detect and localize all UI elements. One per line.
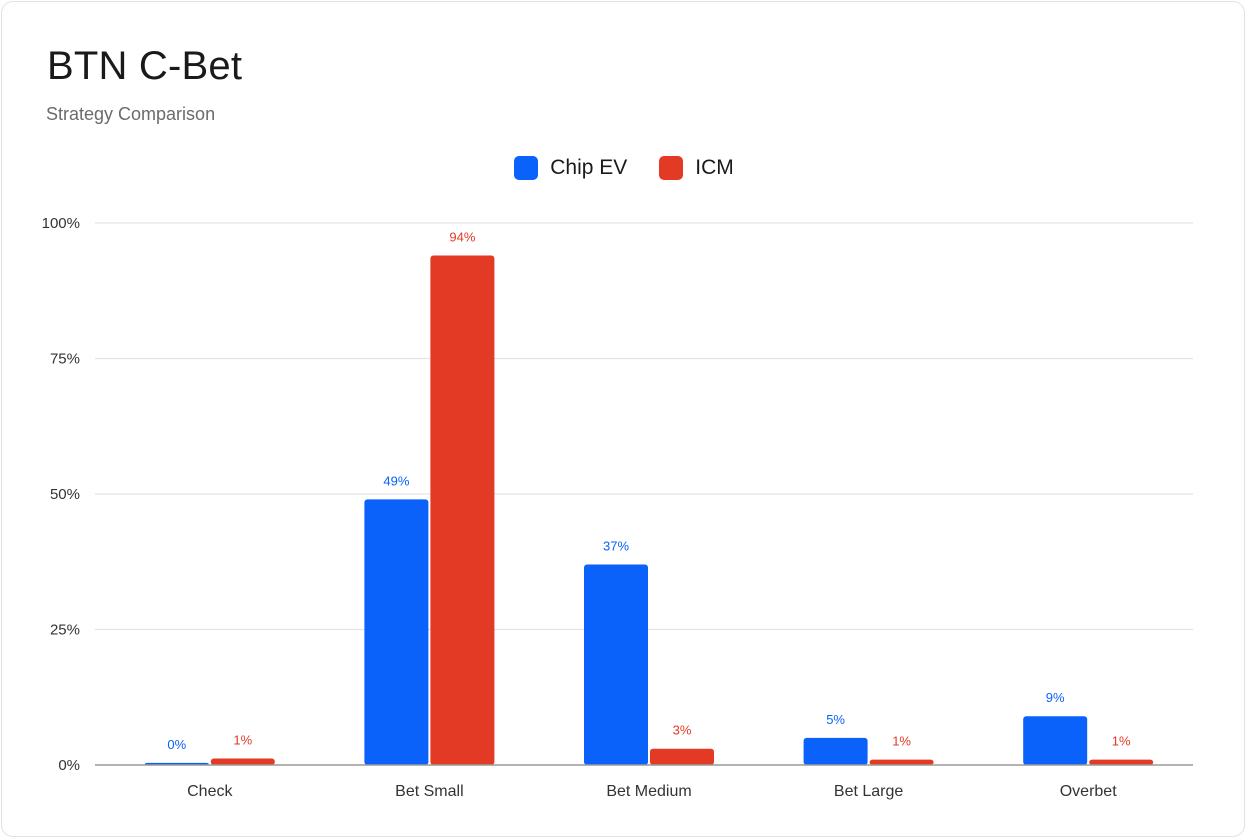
data-label-chip-ev: 9%	[1046, 690, 1065, 705]
legend-label-chip-ev: Chip EV	[550, 156, 628, 179]
chart-subtitle: Strategy Comparison	[46, 104, 216, 124]
bar-chip-ev	[584, 564, 648, 765]
y-tick-label: 0%	[58, 757, 80, 774]
bar-chip-ev	[364, 499, 429, 765]
y-tick-label: 50%	[50, 486, 80, 503]
data-label-icm: 1%	[233, 732, 252, 747]
data-label-chip-ev: 37%	[603, 538, 629, 553]
data-label-icm: 3%	[673, 723, 692, 738]
legend-item-chip-ev[interactable]: Chip EV	[514, 156, 627, 180]
legend-swatch-chip-ev	[514, 156, 539, 180]
x-tick-label: Bet Medium	[606, 783, 691, 800]
y-tick-label: 25%	[50, 622, 80, 639]
data-label-icm: 94%	[449, 230, 475, 245]
bar-icm	[430, 255, 495, 765]
legend-item-icm[interactable]: ICM	[659, 156, 734, 180]
x-tick-label: Bet Large	[834, 783, 903, 800]
bar-chip-ev	[1023, 716, 1088, 765]
chart-legend: Chip EV ICM	[0, 156, 1248, 180]
legend-label-icm: ICM	[695, 156, 734, 179]
chart-title: BTN C-Bet	[47, 44, 243, 88]
data-label-icm: 1%	[1112, 734, 1131, 749]
bar-icm	[1089, 759, 1154, 765]
bar-icm	[210, 758, 275, 765]
x-tick-label: Bet Small	[395, 783, 463, 800]
x-tick-label: Check	[187, 783, 233, 800]
y-tick-label: 75%	[50, 351, 80, 368]
bar-icm	[869, 759, 934, 765]
x-tick-label: Overbet	[1060, 783, 1117, 800]
y-tick-label: 100%	[42, 215, 80, 232]
bar-icm	[650, 748, 714, 765]
data-label-chip-ev: 49%	[383, 473, 409, 488]
legend-swatch-icm	[659, 156, 684, 180]
bar-chip-ev	[803, 737, 868, 765]
data-label-icm: 1%	[892, 734, 911, 749]
data-label-chip-ev: 5%	[826, 712, 845, 727]
data-label-chip-ev: 0%	[167, 737, 186, 752]
